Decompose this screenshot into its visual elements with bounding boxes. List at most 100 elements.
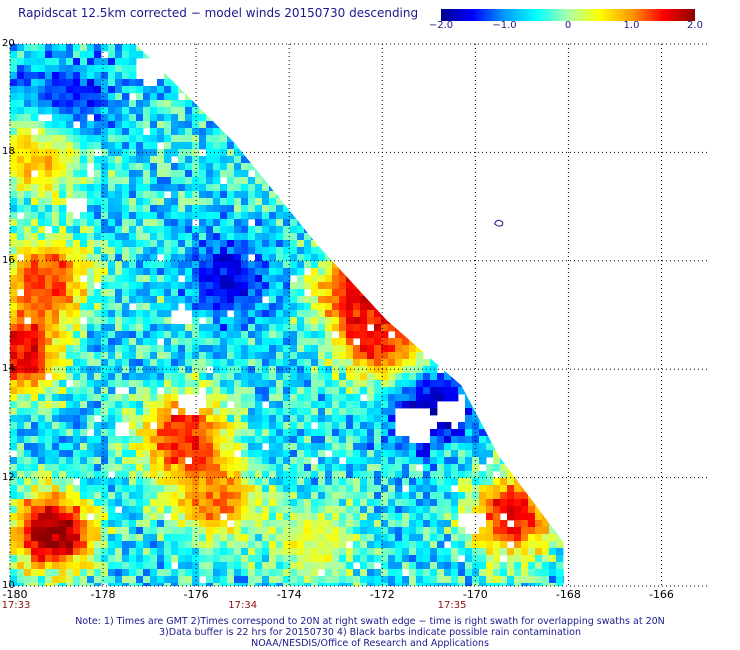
wind-difference-cell bbox=[290, 415, 298, 423]
wind-difference-cell bbox=[136, 380, 144, 388]
wind-difference-cell bbox=[248, 387, 256, 395]
wind-difference-cell bbox=[318, 401, 326, 409]
wind-difference-cell bbox=[262, 212, 270, 220]
wind-difference-cell bbox=[472, 436, 480, 444]
wind-difference-cell bbox=[24, 163, 32, 171]
wind-difference-cell bbox=[108, 464, 116, 472]
wind-difference-cell bbox=[388, 93, 396, 101]
wind-difference-cell bbox=[45, 415, 53, 423]
wind-difference-cell bbox=[143, 408, 151, 416]
wind-difference-cell bbox=[332, 457, 340, 465]
wind-difference-cell bbox=[199, 198, 207, 206]
wind-difference-cell bbox=[444, 289, 452, 297]
wind-difference-cell bbox=[535, 429, 543, 437]
wind-difference-cell bbox=[213, 492, 221, 500]
wind-difference-cell bbox=[269, 254, 277, 262]
wind-difference-cell bbox=[80, 450, 88, 458]
wind-difference-cell bbox=[220, 450, 228, 458]
wind-difference-cell bbox=[129, 184, 137, 192]
wind-difference-cell bbox=[423, 303, 431, 311]
wind-difference-cell bbox=[283, 289, 291, 297]
wind-difference-cell bbox=[234, 401, 242, 409]
wind-difference-cell bbox=[129, 408, 137, 416]
wind-difference-cell bbox=[367, 142, 375, 150]
wind-difference-cell bbox=[262, 359, 270, 367]
wind-difference-cell bbox=[353, 86, 361, 94]
wind-difference-cell bbox=[535, 485, 543, 493]
wind-difference-cell bbox=[395, 443, 403, 451]
wind-difference-cell bbox=[59, 450, 67, 458]
wind-difference-cell bbox=[59, 408, 67, 416]
wind-difference-cell bbox=[339, 107, 347, 115]
wind-difference-cell bbox=[241, 198, 249, 206]
wind-difference-cell bbox=[157, 86, 165, 94]
wind-difference-cell bbox=[332, 429, 340, 437]
wind-difference-cell bbox=[73, 177, 81, 185]
wind-difference-cell bbox=[87, 93, 95, 101]
wind-difference-cell bbox=[94, 373, 102, 381]
wind-difference-cell bbox=[311, 44, 319, 52]
wind-difference-cell bbox=[122, 408, 130, 416]
wind-difference-cell bbox=[367, 93, 375, 101]
wind-difference-cell bbox=[283, 317, 291, 325]
wind-difference-cell bbox=[80, 142, 88, 150]
wind-difference-cell bbox=[570, 128, 577, 135]
wind-difference-cell bbox=[283, 128, 291, 136]
wind-difference-cell bbox=[241, 72, 249, 80]
wind-difference-cell bbox=[346, 65, 354, 73]
wind-difference-cell bbox=[213, 198, 221, 206]
wind-difference-cell bbox=[507, 51, 515, 59]
wind-difference-cell bbox=[94, 58, 102, 66]
wind-difference-cell bbox=[150, 338, 158, 346]
wind-difference-cell bbox=[241, 177, 249, 185]
wind-difference-cell bbox=[241, 65, 249, 73]
wind-difference-cell bbox=[52, 387, 60, 395]
wind-difference-cell bbox=[360, 296, 368, 304]
wind-difference-cell bbox=[325, 331, 333, 339]
wind-difference-cell bbox=[297, 205, 305, 213]
wind-difference-cell bbox=[311, 303, 319, 311]
wind-difference-cell bbox=[248, 443, 256, 451]
wind-difference-cell bbox=[563, 156, 564, 164]
wind-difference-cell bbox=[241, 422, 249, 430]
wind-difference-cell bbox=[269, 429, 277, 437]
wind-difference-cell bbox=[416, 254, 424, 262]
wind-difference-cell bbox=[213, 282, 221, 290]
wind-difference-cell bbox=[276, 464, 284, 472]
wind-difference-cell bbox=[360, 464, 368, 472]
wind-difference-cell bbox=[402, 114, 410, 122]
wind-difference-cell bbox=[213, 205, 221, 213]
wind-difference-cell bbox=[409, 233, 417, 241]
wind-difference-cell bbox=[563, 275, 564, 283]
wind-difference-cell bbox=[458, 107, 466, 115]
wind-difference-cell bbox=[157, 121, 165, 129]
wind-difference-cell bbox=[255, 359, 263, 367]
wind-difference-cell bbox=[213, 359, 221, 367]
wind-difference-cell bbox=[129, 51, 137, 59]
wind-difference-cell bbox=[423, 450, 431, 458]
wind-difference-cell bbox=[227, 100, 235, 108]
wind-difference-cell bbox=[31, 359, 39, 367]
wind-difference-cell bbox=[157, 226, 165, 234]
wind-difference-cell bbox=[255, 289, 263, 297]
wind-difference-cell bbox=[570, 247, 577, 254]
wind-difference-cell bbox=[241, 345, 249, 353]
wind-difference-cell bbox=[549, 415, 557, 423]
wind-difference-cell bbox=[556, 121, 564, 129]
wind-difference-cell bbox=[66, 233, 74, 241]
wind-difference-cell bbox=[570, 457, 577, 464]
wind-difference-cell bbox=[388, 247, 396, 255]
wind-difference-cell bbox=[430, 58, 438, 66]
wind-difference-cell bbox=[500, 352, 508, 360]
wind-difference-cell bbox=[38, 170, 46, 178]
wind-difference-cell bbox=[521, 121, 529, 129]
wind-difference-cell bbox=[297, 408, 305, 416]
wind-difference-cell bbox=[297, 107, 305, 115]
wind-difference-cell bbox=[528, 317, 536, 325]
wind-difference-cell bbox=[360, 177, 368, 185]
wind-difference-cell bbox=[444, 380, 452, 388]
wind-difference-cell bbox=[507, 107, 515, 115]
wind-difference-cell bbox=[262, 149, 270, 157]
wind-difference-cell bbox=[150, 191, 158, 199]
wind-difference-cell bbox=[45, 184, 53, 192]
